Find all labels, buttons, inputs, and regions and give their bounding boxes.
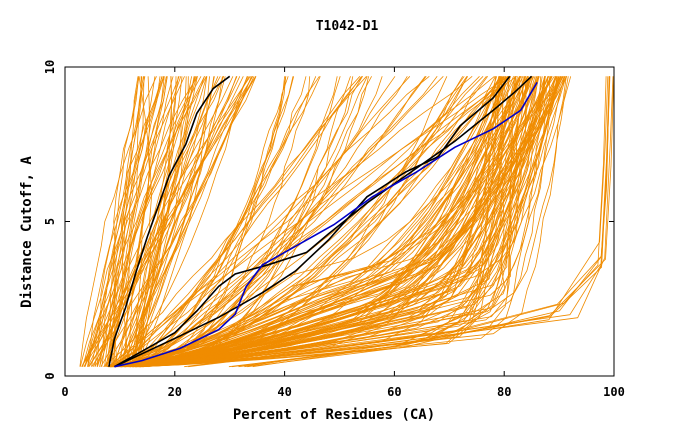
model-curve: [108, 76, 464, 368]
model-curve: [137, 76, 210, 367]
model-curve: [141, 76, 448, 368]
model-curve: [130, 76, 321, 368]
model-curve: [125, 76, 563, 368]
model-curve: [109, 76, 140, 367]
model-curve: [109, 76, 545, 368]
model-curve: [138, 76, 363, 367]
model-curve: [109, 76, 509, 368]
model-curve: [99, 76, 163, 367]
highlight-series-line-1: [108, 75, 231, 367]
model-curve: [119, 76, 168, 367]
model-curve: [112, 76, 238, 367]
model-curve: [125, 76, 539, 368]
model-curve: [106, 76, 207, 367]
model-curve: [127, 76, 223, 367]
highlight-curves-group: [108, 75, 538, 368]
model-curve: [139, 76, 219, 367]
model-curve: [135, 76, 249, 367]
model-curve: [135, 76, 520, 368]
model-curve: [121, 76, 498, 368]
model-curve: [121, 76, 146, 367]
highlight-series-line-3: [114, 75, 511, 368]
model-curve: [87, 76, 198, 367]
model-curve: [119, 76, 383, 368]
x-tick-label: 40: [277, 385, 291, 399]
model-curve: [111, 76, 341, 368]
model-curve: [116, 75, 430, 368]
model-curve: [130, 76, 179, 367]
x-tick-label: 20: [168, 385, 182, 399]
model-curve: [96, 76, 163, 367]
x-tick-label: 60: [387, 385, 401, 399]
x-axis-label: Percent of Residues (CA): [233, 407, 435, 423]
model-curve: [137, 76, 529, 368]
model-curve: [84, 76, 165, 367]
model-curve: [108, 75, 510, 368]
y-tick-label: 10: [43, 60, 57, 74]
model-curve: [133, 76, 363, 368]
model-curve: [127, 76, 174, 367]
model-curve: [118, 76, 572, 368]
model-curve: [247, 76, 610, 368]
model-curve: [134, 76, 152, 367]
y-tick-label: 5: [43, 218, 57, 225]
model-curve: [106, 76, 426, 368]
x-tick-label: 100: [603, 385, 625, 399]
model-curve: [121, 76, 511, 368]
model-curve: [125, 76, 189, 367]
model-curve: [252, 76, 607, 368]
model-curve: [113, 76, 168, 367]
model-curve: [114, 76, 556, 368]
model-curve: [87, 76, 144, 367]
model-curve: [110, 76, 539, 368]
model-curve: [244, 76, 609, 368]
highlight-series-line-2: [114, 75, 533, 368]
model-curve: [134, 76, 549, 368]
axes-group: 0 20 40 60 80 100 0 5 10: [43, 60, 625, 399]
chart-title: T1042-D1: [316, 19, 379, 34]
model-curve: [184, 76, 610, 368]
model-curve: [132, 76, 558, 368]
model-curve: [109, 76, 411, 368]
model-curve: [188, 76, 614, 368]
model-curve: [79, 76, 157, 367]
y-tick-label: 0: [43, 372, 57, 379]
x-tick-label: 0: [61, 385, 68, 399]
model-curve: [125, 76, 546, 368]
model-curve: [126, 76, 338, 368]
model-curve: [129, 76, 248, 367]
model-curve: [131, 76, 250, 367]
model-curve: [136, 76, 195, 367]
model-curve: [138, 76, 503, 368]
model-curve: [128, 76, 396, 368]
x-tick-label: 80: [497, 385, 511, 399]
model-curve: [124, 76, 196, 367]
model-curve: [135, 76, 558, 368]
model-curve: [112, 76, 514, 368]
model-curve: [107, 76, 362, 368]
model-curve: [135, 76, 469, 368]
model-curve: [97, 76, 251, 367]
model-curve: [116, 76, 320, 368]
highlight-series-line-4: [114, 81, 538, 368]
model-curve: [120, 76, 234, 367]
model-curve: [111, 76, 197, 367]
model-curve: [133, 76, 198, 367]
model-curve: [120, 76, 480, 368]
model-curve: [108, 76, 285, 368]
model-curve: [128, 76, 551, 368]
model-curve: [143, 76, 287, 368]
model-curve: [110, 76, 427, 368]
model-curve: [84, 76, 145, 367]
y-axis-label: Distance Cutoff, A: [19, 156, 35, 308]
model-curve: [112, 76, 529, 368]
model-curve: [140, 76, 487, 368]
